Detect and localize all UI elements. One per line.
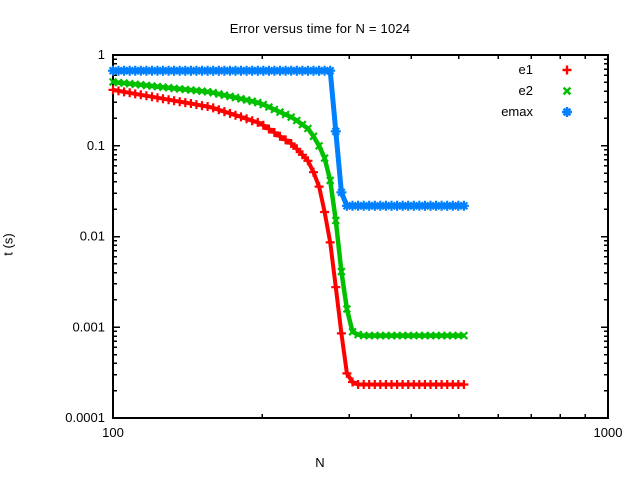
legend-label-emax: emax — [501, 104, 533, 119]
series-line-e1 — [112, 87, 464, 387]
series-points-emax — [108, 65, 469, 211]
legend-marker-emax — [562, 107, 572, 117]
y-tick-label-0: 1 — [98, 47, 105, 62]
y-tick-label-1: 0.1 — [87, 138, 105, 153]
chart-title: Error versus time for N = 1024 — [229, 21, 411, 36]
legend-marker-e1 — [562, 65, 572, 75]
y-tick-label-3: 0.001 — [72, 319, 105, 334]
legend-marker-e2 — [562, 86, 572, 96]
x-tick-label-0: 100 — [102, 425, 124, 440]
x-axis-label: N — [315, 455, 325, 470]
series-points-e1 — [108, 85, 469, 389]
x-tick-label-1: 1000 — [594, 425, 623, 440]
plot-border — [112, 54, 609, 419]
y-tick-label-4: 0.0001 — [65, 410, 105, 425]
series-points-e2 — [108, 77, 469, 340]
y-tick-label-2: 0.01 — [80, 229, 105, 244]
legend-label-e1: e1 — [519, 62, 533, 77]
legend-label-e2: e2 — [519, 83, 533, 98]
